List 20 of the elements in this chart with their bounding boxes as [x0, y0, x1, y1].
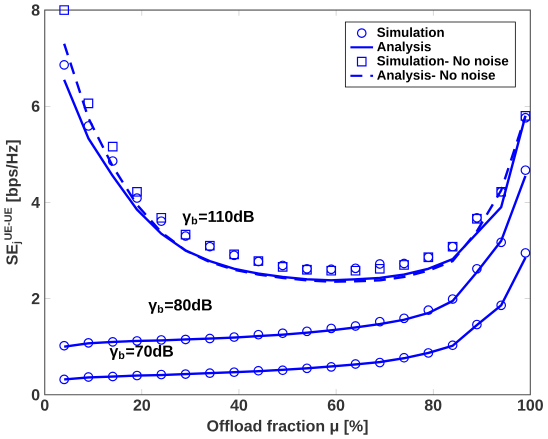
x-axis-title: Offload fraction μ [%]	[207, 420, 368, 435]
x-tick-label: 0	[40, 399, 49, 411]
y-axis-title: SE$_{j}$$^{UE-UE}$ [bps/Hz]	[4, 140, 22, 265]
annotation: γ$_{b}$=110dB	[182, 210, 254, 226]
legend-label: Simulation- No noise	[377, 56, 508, 66]
x-tick-label: 100	[518, 399, 543, 411]
x-tick-label: 60	[328, 399, 344, 411]
y-tick-label: 6	[32, 100, 40, 112]
y-tick-label: 2	[32, 293, 40, 304]
x-tick-label: 80	[424, 399, 442, 411]
legend-label: Analysis- No noise	[377, 70, 496, 82]
x-tick-label: 40	[230, 399, 248, 411]
annotation: γ$_{b}$=70dB	[110, 345, 173, 360]
y-tick-label: 0	[32, 389, 40, 400]
legend-label: Analysis	[377, 42, 431, 54]
annotation: γ$_{b}$=80dB	[148, 298, 212, 314]
legend-label: Simulation	[377, 27, 444, 37]
x-tick-label: 20	[134, 399, 150, 411]
y-tick-label: 8	[32, 4, 40, 16]
y-tick-label: 4	[31, 196, 40, 208]
